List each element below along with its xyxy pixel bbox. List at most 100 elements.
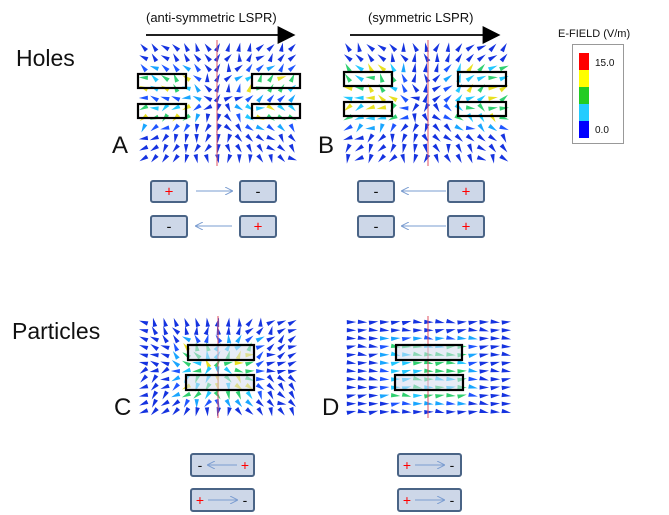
field-vector (446, 409, 456, 415)
plus-charge-label: + (196, 492, 204, 508)
field-vector (346, 327, 357, 333)
field-vector (184, 317, 190, 328)
field-vector (287, 335, 297, 344)
field-vector (357, 401, 368, 406)
field-vector (277, 53, 285, 63)
field-vector (477, 113, 485, 123)
field-vector (223, 53, 232, 63)
field-vector (401, 337, 412, 342)
field-vector (379, 394, 390, 399)
field-vector (421, 133, 429, 143)
field-vector (205, 358, 212, 368)
field-vector (432, 123, 441, 133)
field-vector (401, 361, 412, 366)
field-vector (246, 143, 252, 153)
field-vector (501, 368, 512, 373)
field-vector (150, 360, 160, 368)
field-vector (455, 143, 462, 153)
field-vector (183, 43, 191, 53)
field-vector (141, 123, 148, 133)
field-vector (435, 394, 445, 399)
field-vector (424, 319, 434, 325)
field-vector (184, 325, 190, 336)
field-vector (255, 106, 266, 111)
field-vector (445, 42, 450, 53)
field-vector (257, 390, 262, 400)
field-vector (465, 105, 476, 110)
field-vector (479, 369, 490, 374)
minus-charge-label: - (198, 457, 203, 473)
field-vector (477, 102, 485, 112)
field-vector (192, 75, 202, 82)
field-vector (368, 410, 379, 416)
nanostructure-outline (456, 70, 508, 88)
field-vector (183, 144, 189, 154)
field-vector (138, 95, 148, 101)
field-panel-c (138, 316, 298, 418)
field-vector (468, 344, 478, 350)
field-vector (151, 326, 159, 336)
minus-charge-label: - (256, 184, 261, 201)
field-vector (454, 124, 464, 131)
field-vector (194, 63, 202, 73)
field-vector (400, 123, 409, 132)
field-vector (204, 64, 212, 73)
field-vector (287, 360, 297, 367)
field-vector (490, 393, 501, 399)
field-vector (379, 409, 390, 415)
field-vector (368, 360, 379, 365)
field-vector (287, 374, 297, 383)
field-vector (367, 133, 375, 143)
field-vector (465, 125, 476, 131)
field-vector (412, 42, 420, 53)
field-vector (377, 44, 387, 52)
field-vector (413, 143, 418, 154)
field-vector (224, 398, 231, 408)
field-vector (163, 325, 169, 336)
field-vector (422, 93, 428, 104)
field-vector (476, 75, 487, 82)
field-vector (479, 345, 489, 350)
field-vector (465, 74, 475, 83)
field-vector (421, 113, 429, 123)
field-vector (467, 153, 473, 164)
field-vector (245, 369, 255, 374)
field-vector (160, 96, 170, 102)
field-vector (368, 343, 379, 349)
field-vector (477, 123, 485, 133)
field-vector (432, 74, 441, 83)
field-vector (446, 335, 456, 340)
field-vector (256, 351, 264, 360)
field-vector (162, 334, 169, 344)
field-vector (390, 52, 396, 63)
field-vector (413, 336, 423, 341)
field-vector (468, 376, 478, 382)
field-vector (368, 376, 379, 381)
plus-charge-label: + (254, 219, 263, 236)
field-vector (443, 85, 453, 92)
minus-charge-label: - (450, 492, 455, 508)
field-vector (487, 65, 498, 72)
field-vector (172, 407, 181, 416)
field-vector (443, 123, 452, 133)
field-vector (267, 73, 274, 83)
field-vector (456, 62, 461, 73)
field-vector (357, 42, 362, 53)
field-vector (432, 102, 440, 113)
charge-box (357, 215, 395, 238)
field-vector (268, 154, 273, 164)
field-vector (266, 144, 276, 151)
field-vector (401, 400, 412, 406)
legend-swatch (579, 121, 589, 138)
field-vector (454, 94, 463, 104)
field-vector (443, 74, 453, 83)
field-vector (368, 368, 379, 373)
field-vector (226, 62, 232, 73)
field-vector (465, 53, 475, 63)
field-vector (368, 353, 379, 358)
field-vector (163, 317, 168, 328)
field-vector (412, 369, 423, 374)
row-label-particles: Particles (12, 318, 101, 344)
field-panel-b (342, 40, 510, 166)
field-vector (499, 143, 508, 153)
